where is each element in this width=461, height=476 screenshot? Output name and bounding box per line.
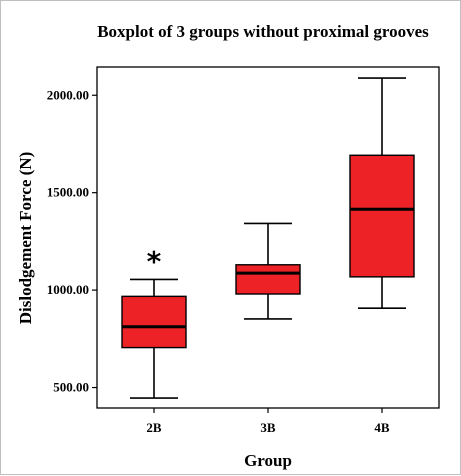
iqr-box — [349, 154, 415, 278]
y-tick-label: 500.00 — [53, 380, 89, 395]
x-tick-label: 2B — [146, 420, 162, 435]
x-tick-label: 4B — [374, 420, 390, 435]
outlier-marker: * — [147, 245, 162, 278]
x-axis: 2B 3B 4B — [146, 408, 390, 435]
iqr-box — [235, 264, 301, 295]
box-group-3b — [235, 222, 301, 320]
y-tick-label: 2000.00 — [47, 87, 89, 102]
iqr-box — [121, 295, 187, 349]
box-group-2b: * — [121, 245, 187, 399]
x-axis-title: Group — [244, 451, 292, 470]
y-axis: 500.00 1000.00 1500.00 2000.00 — [47, 87, 97, 395]
y-tick-label: 1500.00 — [47, 185, 89, 200]
boxes-layer: * — [121, 77, 415, 399]
y-axis-title: Dislodgement Force (N) — [16, 152, 35, 324]
chart-title: Boxplot of 3 groups without proximal gro… — [97, 22, 429, 41]
y-tick-label: 1000.00 — [47, 282, 89, 297]
x-tick-label: 3B — [260, 420, 276, 435]
box-group-4b — [349, 77, 415, 310]
